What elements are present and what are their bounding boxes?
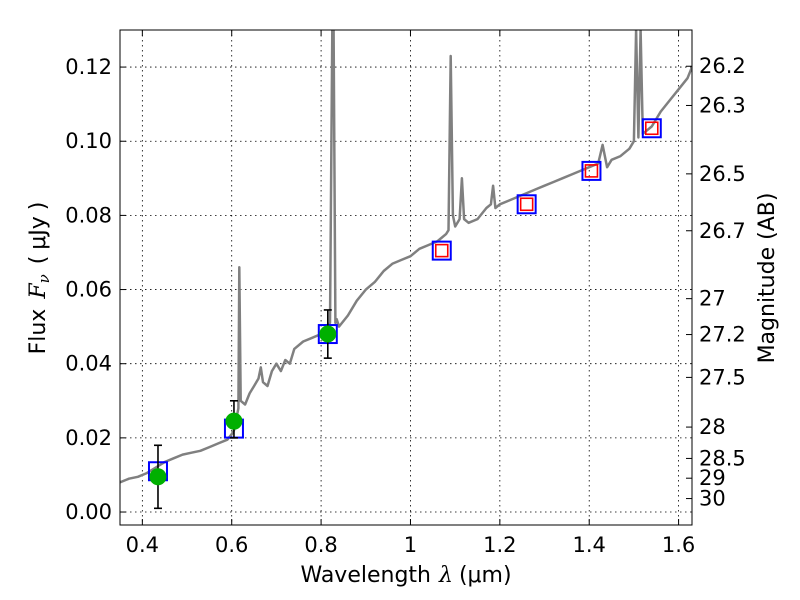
model-sed-line [120,30,692,484]
plot-area [120,30,692,525]
x-axis-label: Wavelength λ (μm) [300,563,511,588]
model-photometry-point [431,240,452,261]
mag-tick-label: 28 [699,415,726,439]
y-axis-label-paren-open: ( [26,256,51,265]
y-tick-label: 0.12 [65,55,112,79]
y-tick-label: 0.02 [65,426,112,450]
model-photometry-point [641,118,662,139]
axis-ticks [120,30,692,525]
mag-tick-label: 28.5 [699,446,746,470]
grid [120,30,692,525]
mag-tick-label: 26.7 [699,219,746,243]
mag-tick-label: 27.5 [699,365,746,389]
observed-photometry-point [319,325,337,343]
mag-tick-label: 26.3 [699,93,746,117]
mag-tick-label: 26.5 [699,162,746,186]
upper-limit-point [644,121,659,136]
observed-photometry-layer [149,325,337,486]
observed-photometry-point [149,468,167,486]
y-axis-label-symbol-sub: ν [35,274,53,283]
x-tick-label: 0.4 [126,533,159,557]
mag-tick-label: 27.2 [699,323,746,347]
y-axis-label: Flux Fν ( μJy) [26,202,53,355]
x-tick-label: 1.6 [662,533,695,557]
x-tick-label: 0.8 [304,533,337,557]
y-tick-label: 0.04 [65,352,112,376]
x-tick-label: 1.4 [573,533,606,557]
x-axis-label-text: Wavelength [300,563,431,588]
observed-photometry-point [225,412,243,430]
upper-limit-point [584,164,599,178]
x-tick-label: 1 [404,533,417,557]
y-tick-label: 0.08 [65,203,112,227]
mag-tick-label: 26.2 [699,54,746,78]
y2-axis-label: Magnitude (AB) [755,193,780,364]
x-tick-label: 1.2 [483,533,516,557]
model-sed-layer [120,30,692,484]
y-tick-label: 0.10 [65,129,112,153]
y-axis-label-paren-close: ) [26,202,51,211]
y-tick-label: 0.00 [65,500,112,524]
model-photometry-point [581,160,602,181]
y-axis-label-unit: μJy [26,216,51,250]
y-axis-label-text: Flux [26,309,51,355]
x-tick-label: 0.6 [215,533,248,557]
upper-limit-point [519,197,534,212]
x-axis-label-unit: (μm) [459,563,512,588]
plot-frame [119,29,693,526]
mag-tick-label: 30 [699,487,726,511]
upper-limit-point [434,243,449,258]
y-tick-label: 0.06 [65,278,112,302]
mag-tick-label: 27 [699,287,726,311]
mag-tick-label: 29 [699,466,726,490]
y-axis-label-symbol: F [26,283,51,300]
x-axis-label-symbol: λ [438,563,453,588]
model-photometry-point [516,194,537,215]
